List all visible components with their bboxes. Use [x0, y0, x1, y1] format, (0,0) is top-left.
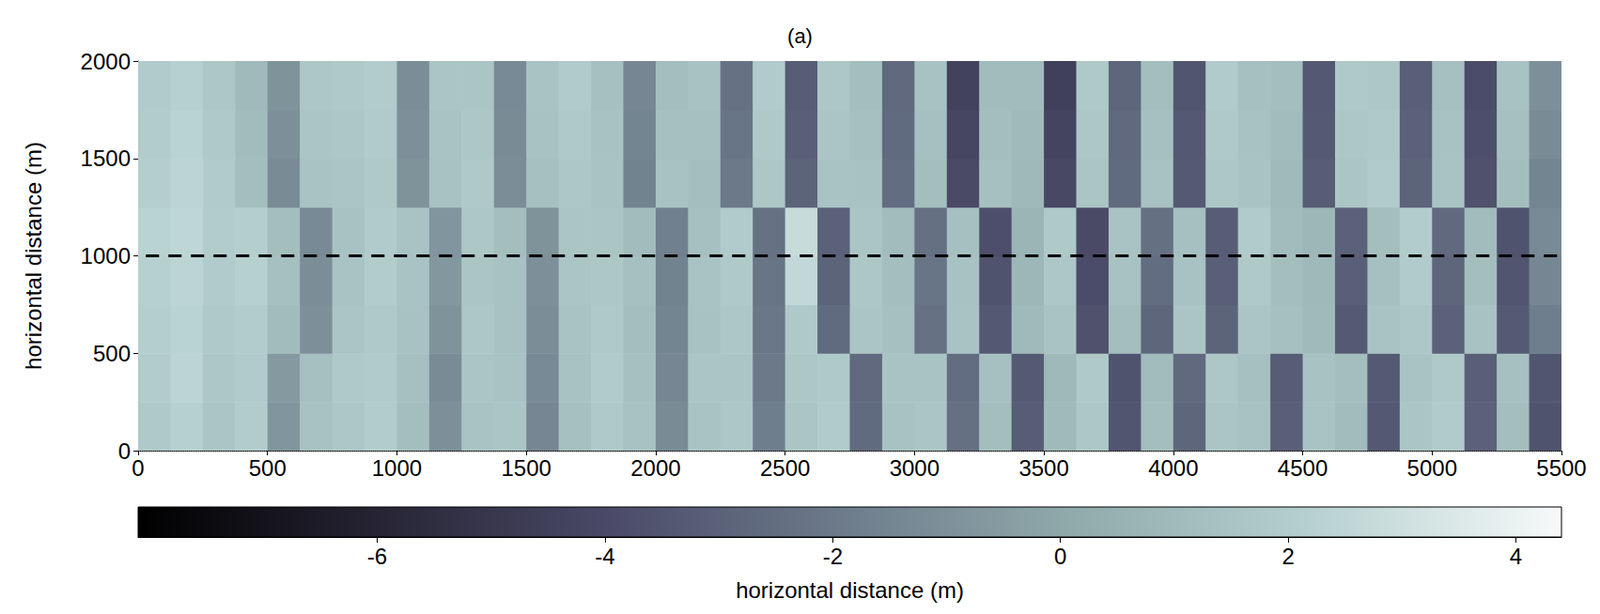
svg-text:2: 2 — [1281, 543, 1294, 570]
svg-text:-6: -6 — [367, 543, 388, 570]
svg-text:0: 0 — [118, 438, 131, 465]
svg-text:1500: 1500 — [500, 455, 551, 482]
svg-text:4500: 4500 — [1277, 455, 1328, 482]
svg-text:3000: 3000 — [889, 455, 940, 482]
svg-text:2500: 2500 — [760, 455, 810, 482]
svg-text:-4: -4 — [594, 543, 615, 570]
svg-text:5500: 5500 — [1536, 455, 1586, 482]
svg-text:-2: -2 — [823, 543, 843, 570]
svg-text:2000: 2000 — [80, 48, 131, 75]
svg-text:horizontal distance (m): horizontal distance (m) — [735, 577, 964, 604]
svg-text:3500: 3500 — [1018, 455, 1069, 482]
svg-text:2000: 2000 — [630, 455, 681, 482]
svg-text:500: 500 — [248, 455, 287, 482]
svg-text:4: 4 — [1509, 543, 1523, 570]
svg-text:500: 500 — [93, 341, 131, 367]
svg-text:4000: 4000 — [1148, 455, 1198, 482]
svg-text:0: 0 — [1054, 543, 1067, 570]
svg-text:1000: 1000 — [80, 243, 131, 269]
svg-text:5000: 5000 — [1407, 455, 1458, 482]
svg-text:horizontal distance (m): horizontal distance (m) — [20, 141, 47, 371]
svg-text:1500: 1500 — [80, 145, 131, 171]
svg-text:(a): (a) — [787, 24, 813, 48]
svg-text:0: 0 — [131, 455, 144, 482]
svg-text:1000: 1000 — [372, 455, 422, 482]
